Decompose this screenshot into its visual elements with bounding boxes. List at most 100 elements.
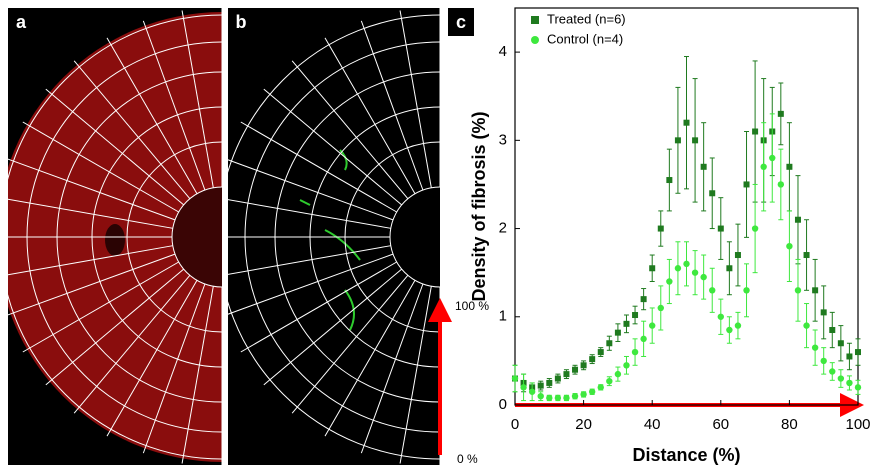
marker	[794, 216, 801, 223]
grid-spoke	[360, 20, 424, 191]
grid-spoke	[228, 159, 394, 221]
legend-label: Control (n=4)	[547, 31, 623, 46]
grid-spoke	[8, 198, 173, 229]
marker	[623, 320, 630, 327]
marker	[777, 181, 785, 188]
marker	[597, 349, 604, 356]
marker	[666, 177, 673, 184]
grid-spoke	[399, 10, 432, 188]
marker	[700, 163, 707, 170]
marker	[657, 225, 664, 232]
grid-spoke	[181, 286, 214, 464]
marker	[589, 356, 596, 363]
y-tick-label: 4	[499, 43, 507, 60]
marker	[752, 128, 759, 135]
marker	[734, 322, 742, 329]
y-axis-label: Density of fibrosis (%)	[469, 111, 489, 301]
scale-label: 100 %	[455, 299, 489, 313]
x-tick-label: 60	[712, 416, 729, 433]
grid-spoke	[228, 199, 391, 229]
marker	[726, 265, 733, 272]
marker	[855, 349, 861, 356]
grid-spoke	[73, 60, 191, 200]
marker	[777, 110, 784, 117]
marker	[614, 370, 622, 378]
x-tick-label: 20	[575, 416, 592, 433]
marker	[554, 394, 562, 402]
marker	[837, 375, 845, 382]
panel-label-bg	[228, 8, 254, 36]
image-panel-a	[8, 8, 222, 465]
legend-label: Treated (n=6)	[547, 11, 626, 26]
grid-spoke	[240, 121, 397, 213]
grid-spoke	[324, 37, 416, 194]
marker	[640, 335, 647, 343]
grid-spoke	[291, 274, 409, 414]
grid-spoke	[8, 253, 176, 316]
grid-spoke	[106, 280, 198, 437]
marker	[683, 119, 690, 126]
marker	[649, 265, 656, 272]
image-panel-b	[228, 8, 440, 465]
marker	[769, 154, 776, 162]
marker	[674, 265, 682, 272]
marker	[657, 304, 664, 312]
marker	[546, 379, 553, 386]
marker	[520, 384, 527, 391]
grid-spoke	[291, 60, 409, 200]
grid-spoke	[22, 261, 179, 353]
marker	[692, 137, 699, 144]
grid-spoke	[360, 283, 424, 454]
grid-spoke	[399, 286, 432, 464]
grid-spoke	[263, 268, 403, 386]
y-tick-label: 2	[499, 220, 507, 237]
marker	[537, 392, 544, 400]
marker	[572, 366, 579, 373]
grid-spoke	[263, 88, 403, 206]
marker	[606, 377, 613, 385]
x-tick-label: 100	[845, 416, 870, 433]
marker	[511, 375, 519, 382]
plot-frame	[514, 7, 859, 406]
lumen	[172, 187, 222, 287]
marker	[837, 340, 844, 347]
y-tick-label: 1	[499, 308, 507, 325]
grid-spoke	[73, 274, 191, 414]
panel-label: a	[16, 12, 27, 32]
marker	[820, 357, 827, 365]
panel-label: c	[456, 12, 466, 32]
grid-spoke	[142, 283, 206, 454]
x-tick-label: 0	[511, 416, 519, 433]
y-tick-label: 3	[499, 131, 507, 148]
marker	[580, 362, 587, 369]
grid-spoke	[228, 245, 391, 275]
legend-marker	[531, 36, 539, 44]
marker	[820, 309, 827, 316]
panel-label-bg	[8, 8, 34, 36]
marker	[751, 225, 759, 232]
x-tick-label: 40	[644, 416, 661, 433]
grid-spoke	[181, 10, 214, 188]
marker	[811, 344, 819, 351]
marker	[700, 273, 707, 281]
marker	[580, 391, 587, 398]
marker	[614, 329, 621, 336]
x-tick-label: 80	[781, 416, 798, 433]
marker	[554, 375, 561, 382]
marker	[803, 252, 810, 259]
panel-label: b	[236, 12, 247, 32]
marker	[786, 163, 793, 170]
scale-label: 0 %	[457, 452, 478, 466]
grid-spoke	[22, 121, 179, 213]
marker	[563, 394, 570, 402]
marker	[537, 382, 544, 389]
marker	[709, 287, 716, 294]
marker	[786, 243, 793, 250]
marker	[829, 327, 836, 334]
marker	[683, 260, 690, 268]
grid-spoke	[240, 261, 397, 353]
panel-label-bg	[448, 8, 474, 36]
grid-spoke	[106, 37, 198, 194]
marker	[812, 287, 819, 294]
